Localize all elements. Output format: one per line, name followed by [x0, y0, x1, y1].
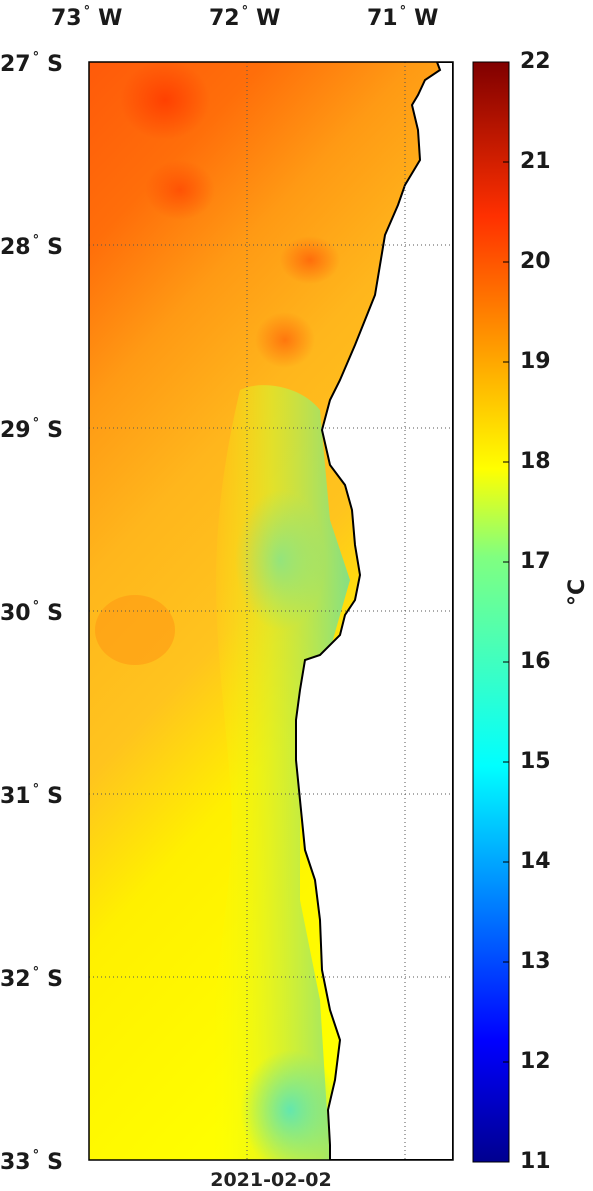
latitude-label: 28 ° S — [0, 233, 63, 260]
latitude-label: 31 ° S — [0, 782, 63, 809]
longitude-label: 72 ° W — [209, 4, 281, 31]
colorbar-tick-label: 21 — [520, 149, 551, 174]
colorbar — [472, 61, 510, 1163]
warm-anomaly — [95, 595, 175, 665]
cool-anomaly — [235, 490, 325, 630]
colorbar-ticks — [503, 61, 509, 1163]
cool-anomaly — [240, 1050, 340, 1160]
colorbar-unit: °C — [565, 578, 590, 606]
latitude-label: 32 ° S — [0, 965, 63, 992]
colorbar-tick-label: 17 — [520, 549, 551, 574]
longitude-label: 73 ° W — [51, 4, 123, 31]
longitude-label: 71 ° W — [367, 4, 439, 31]
colorbar-tick-label: 12 — [520, 1049, 551, 1074]
map-date: 2021-02-02 — [210, 1169, 332, 1191]
colorbar-tick-label: 11 — [520, 1149, 551, 1174]
land — [295, 62, 453, 1160]
map-frame — [88, 61, 454, 1161]
latitude-label: 30 ° S — [0, 599, 63, 626]
colorbar-tick-label: 14 — [520, 849, 551, 874]
colorbar-tick-label: 18 — [520, 449, 551, 474]
colorbar-tick-label: 20 — [520, 249, 551, 274]
colorbar-tick-label: 15 — [520, 749, 551, 774]
colorbar-tick-label: 19 — [520, 349, 551, 374]
colorbar-tick-label: 16 — [520, 649, 551, 674]
latitude-label: 29 ° S — [0, 416, 63, 443]
latitude-label: 33 ° S — [0, 1148, 63, 1175]
colorbar-tick-label: 13 — [520, 949, 551, 974]
colorbar-tick-label: 22 — [520, 49, 551, 74]
warm-anomaly — [255, 312, 315, 368]
warm-anomaly — [145, 160, 215, 220]
warm-anomaly — [120, 62, 210, 140]
latitude-label: 27 ° S — [0, 50, 63, 77]
warm-anomaly — [280, 236, 340, 284]
